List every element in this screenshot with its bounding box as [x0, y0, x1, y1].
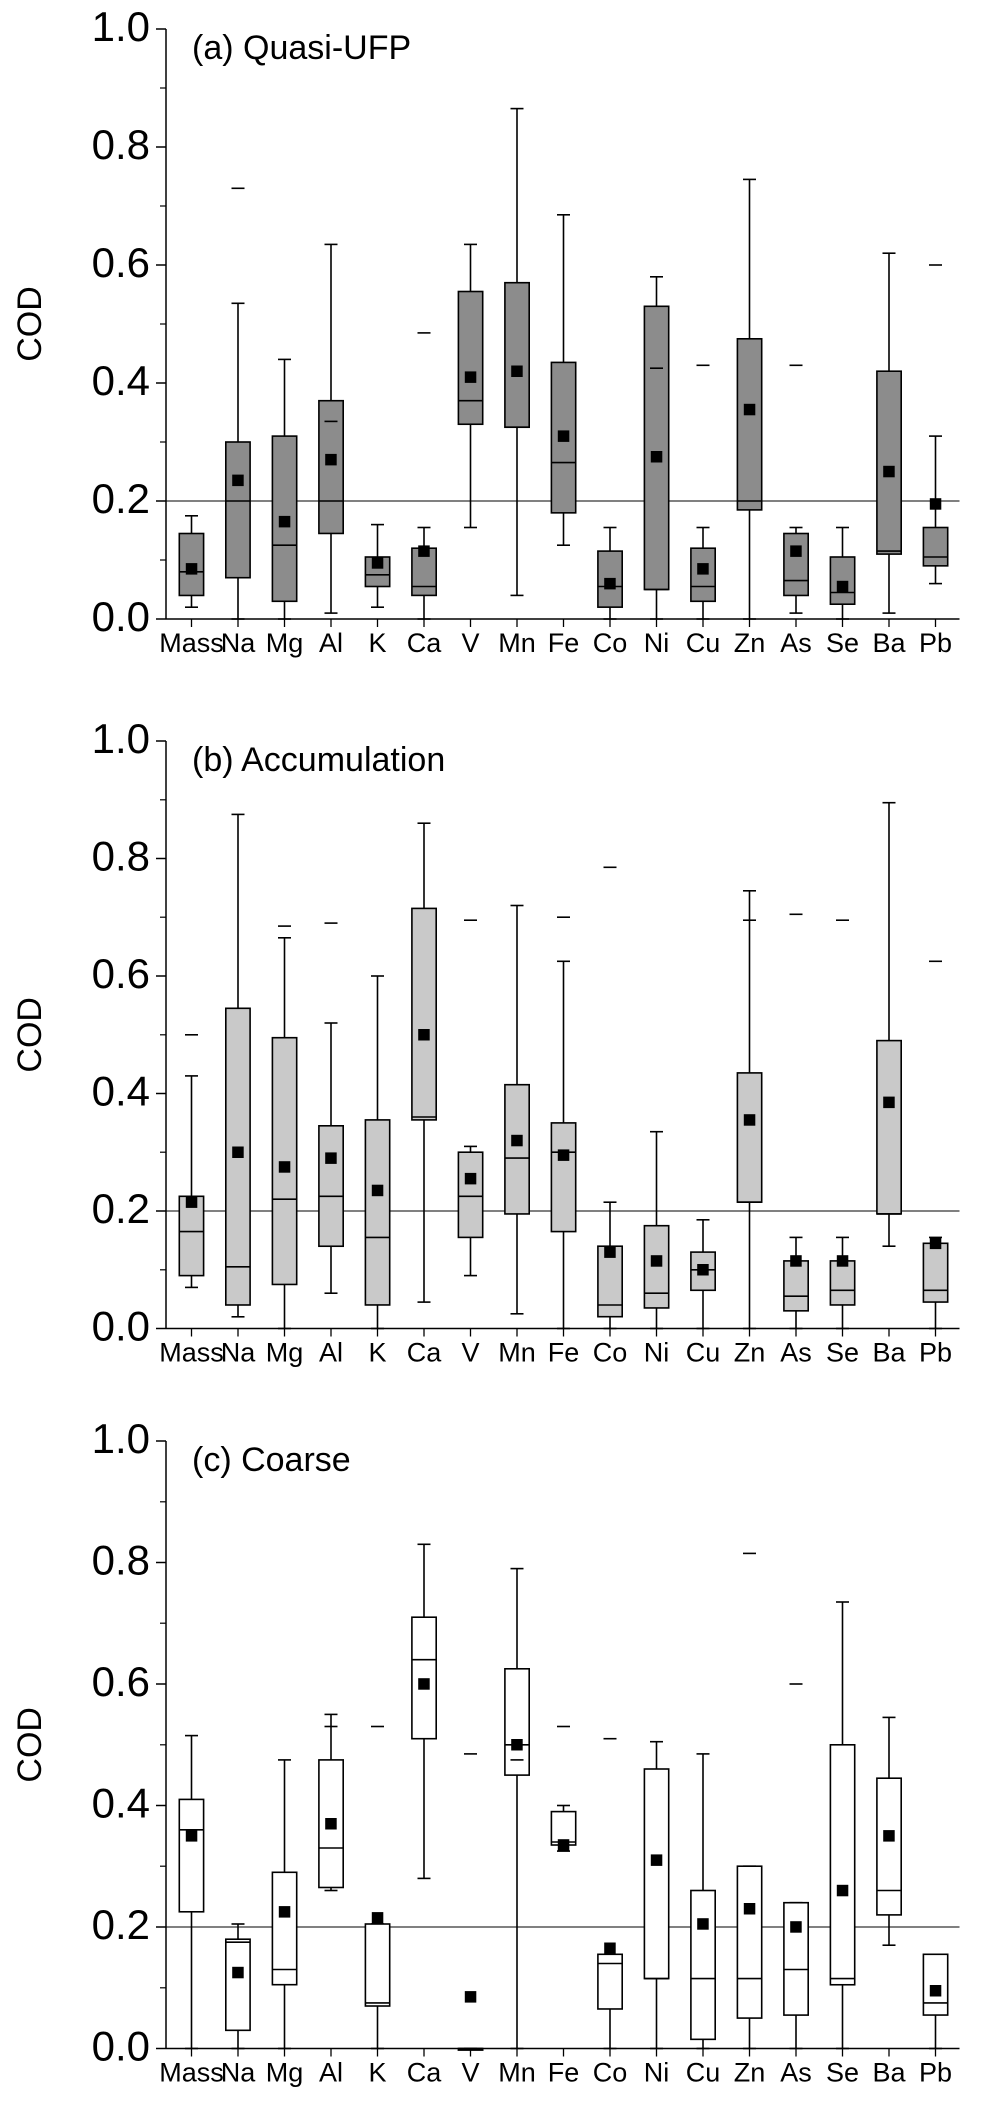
- svg-text:0.6: 0.6: [92, 239, 150, 286]
- svg-text:Cu: Cu: [686, 628, 721, 658]
- svg-text:Ni: Ni: [644, 2058, 670, 2088]
- svg-text:Al: Al: [319, 628, 343, 658]
- svg-text:Zn: Zn: [734, 628, 766, 658]
- svg-text:(a) Quasi-UFP: (a) Quasi-UFP: [192, 29, 411, 67]
- svg-text:0.0: 0.0: [92, 2023, 150, 2070]
- svg-text:COD: COD: [11, 286, 49, 362]
- svg-text:As: As: [780, 628, 812, 658]
- svg-text:Fe: Fe: [548, 1338, 580, 1368]
- svg-text:V: V: [461, 1338, 479, 1368]
- svg-text:Mn: Mn: [498, 1338, 536, 1368]
- svg-text:Se: Se: [826, 1338, 859, 1368]
- svg-text:Se: Se: [826, 628, 859, 658]
- svg-text:Ca: Ca: [407, 628, 442, 658]
- svg-text:0.4: 0.4: [92, 1068, 150, 1115]
- svg-text:0.6: 0.6: [92, 950, 150, 997]
- svg-text:0.2: 0.2: [92, 1901, 150, 1948]
- svg-text:Mg: Mg: [266, 1338, 304, 1368]
- svg-text:Ba: Ba: [872, 1338, 906, 1368]
- svg-text:Al: Al: [319, 1338, 343, 1368]
- svg-text:Zn: Zn: [734, 1338, 766, 1368]
- svg-text:Fe: Fe: [548, 628, 580, 658]
- svg-text:0.2: 0.2: [92, 475, 150, 522]
- svg-text:0.4: 0.4: [92, 1780, 150, 1827]
- svg-text:Na: Na: [221, 2058, 256, 2088]
- svg-text:(b) Accumulation: (b) Accumulation: [192, 741, 445, 779]
- svg-text:Pb: Pb: [919, 1338, 952, 1368]
- svg-text:Co: Co: [593, 628, 628, 658]
- svg-text:1.0: 1.0: [92, 3, 150, 50]
- svg-text:0.0: 0.0: [92, 1303, 150, 1350]
- svg-text:1.0: 1.0: [92, 715, 150, 762]
- svg-text:Na: Na: [221, 1338, 256, 1368]
- svg-text:0.0: 0.0: [92, 593, 150, 640]
- svg-text:1.0: 1.0: [92, 1415, 150, 1462]
- svg-text:Ba: Ba: [872, 2058, 906, 2088]
- svg-text:V: V: [461, 628, 479, 658]
- svg-text:Ni: Ni: [644, 1338, 670, 1368]
- svg-text:0.8: 0.8: [92, 833, 150, 880]
- svg-text:Mg: Mg: [266, 628, 304, 658]
- svg-text:Al: Al: [319, 2058, 343, 2088]
- svg-text:0.8: 0.8: [92, 1537, 150, 1584]
- svg-text:Ca: Ca: [407, 1338, 442, 1368]
- svg-text:Mass: Mass: [159, 2058, 224, 2088]
- svg-text:Cu: Cu: [686, 2058, 721, 2088]
- svg-text:0.6: 0.6: [92, 1658, 150, 1705]
- svg-text:0.8: 0.8: [92, 121, 150, 168]
- svg-text:Se: Se: [826, 2058, 859, 2088]
- svg-text:V: V: [461, 2058, 479, 2088]
- svg-text:K: K: [368, 2058, 386, 2088]
- svg-text:K: K: [368, 1338, 386, 1368]
- svg-text:Mn: Mn: [498, 2058, 536, 2088]
- svg-text:Fe: Fe: [548, 2058, 580, 2088]
- svg-text:Mg: Mg: [266, 2058, 304, 2088]
- svg-text:Mass: Mass: [159, 1338, 224, 1368]
- svg-text:Ca: Ca: [407, 2058, 442, 2088]
- svg-text:Mn: Mn: [498, 628, 536, 658]
- svg-text:Co: Co: [593, 2058, 628, 2088]
- svg-text:Pb: Pb: [919, 628, 952, 658]
- svg-text:Co: Co: [593, 1338, 628, 1368]
- svg-text:Cu: Cu: [686, 1338, 721, 1368]
- svg-text:As: As: [780, 2058, 812, 2088]
- svg-text:Ba: Ba: [872, 628, 906, 658]
- svg-text:Zn: Zn: [734, 2058, 766, 2088]
- svg-text:(c) Coarse: (c) Coarse: [192, 1441, 351, 1479]
- svg-text:COD: COD: [11, 1707, 49, 1783]
- svg-text:0.4: 0.4: [92, 357, 150, 404]
- svg-text:Mass: Mass: [159, 628, 224, 658]
- svg-text:Ni: Ni: [644, 628, 670, 658]
- svg-text:COD: COD: [11, 997, 49, 1073]
- svg-text:As: As: [780, 1338, 812, 1368]
- svg-text:K: K: [368, 628, 386, 658]
- svg-text:Na: Na: [221, 628, 256, 658]
- svg-text:0.2: 0.2: [92, 1185, 150, 1232]
- svg-text:Pb: Pb: [919, 2058, 952, 2088]
